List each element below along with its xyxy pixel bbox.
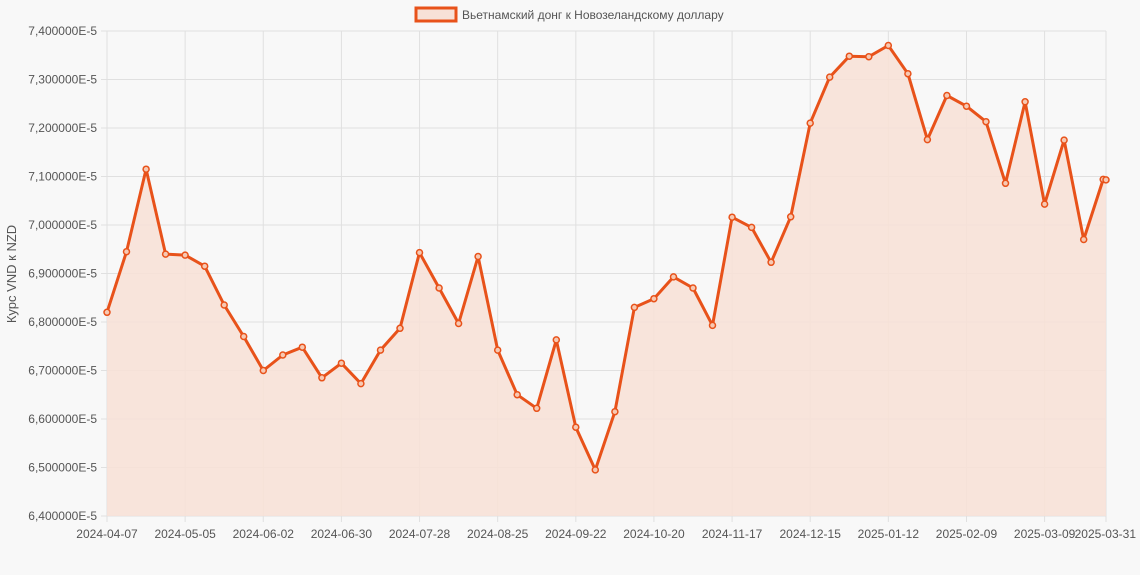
data-point[interactable] <box>454 319 463 328</box>
x-tick-label: 2025-03-31 <box>1075 527 1137 541</box>
data-points <box>103 41 1110 474</box>
data-point[interactable] <box>689 284 697 292</box>
y-tick-label: 6,700000E-5 <box>28 364 97 378</box>
y-axis-label: Курс VND к NZD <box>4 225 19 323</box>
legend[interactable]: Вьетнамский донг к Новозеландскому долла… <box>414 6 724 23</box>
data-point[interactable] <box>845 52 854 60</box>
x-tick-label: 2024-05-05 <box>154 527 216 541</box>
x-tick-label: 2024-04-07 <box>76 527 138 541</box>
y-axis-ticks: 7,400000E-5 7,300000E-5 7,200000E-5 7,10000… <box>28 24 97 523</box>
data-point[interactable] <box>337 359 346 367</box>
y-tick-label: 6,400000E-5 <box>28 509 97 523</box>
data-point[interactable] <box>904 69 912 78</box>
x-axis-ticks: 2024-04-07 2024-05-05 2024-06-02 2024-06-30… <box>76 527 1136 541</box>
data-point[interactable] <box>239 332 248 341</box>
legend-label[interactable]: Вьетнамский донг к Новозеландскому долла… <box>462 8 724 22</box>
data-point[interactable] <box>1079 235 1088 244</box>
data-point[interactable] <box>786 213 795 221</box>
data-point[interactable] <box>728 213 736 221</box>
data-point[interactable] <box>669 273 678 281</box>
data-point[interactable] <box>630 303 639 312</box>
data-point[interactable] <box>884 41 893 50</box>
data-point[interactable] <box>1040 200 1049 208</box>
data-point[interactable] <box>982 117 990 126</box>
x-tick-label: 2025-01-12 <box>858 527 920 541</box>
data-point[interactable] <box>767 258 775 267</box>
x-tick-label: 2024-10-20 <box>623 527 685 541</box>
data-point[interactable] <box>435 284 443 292</box>
data-point[interactable] <box>806 119 814 127</box>
data-point[interactable] <box>962 102 971 110</box>
x-tick-label: 2024-07-28 <box>389 527 451 541</box>
data-point[interactable] <box>415 248 424 257</box>
data-point[interactable] <box>493 346 502 354</box>
y-tick-label: 7,100000E-5 <box>28 170 97 184</box>
x-tick-label: 2024-11-17 <box>702 527 763 541</box>
data-point[interactable] <box>1001 179 1010 188</box>
data-point[interactable] <box>1102 176 1110 184</box>
data-point[interactable] <box>357 379 365 388</box>
data-point[interactable] <box>513 390 521 399</box>
data-point[interactable] <box>474 252 482 261</box>
y-tick-label: 6,500000E-5 <box>28 461 97 475</box>
x-tick-label: 2024-09-22 <box>545 527 607 541</box>
data-point[interactable] <box>181 251 189 259</box>
data-point[interactable] <box>200 262 209 270</box>
x-tick-label: 2024-06-30 <box>311 527 373 541</box>
data-point[interactable] <box>572 423 580 431</box>
data-point[interactable] <box>220 301 228 309</box>
data-point[interactable] <box>142 165 150 173</box>
data-point[interactable] <box>298 343 307 351</box>
x-tick-label: 2025-02-09 <box>936 527 998 541</box>
data-point[interactable] <box>1021 98 1029 106</box>
x-tick-label: 2024-06-02 <box>233 527 295 541</box>
y-tick-label: 6,800000E-5 <box>28 315 97 329</box>
data-point[interactable] <box>103 308 111 317</box>
data-point[interactable] <box>318 374 326 382</box>
data-point[interactable] <box>1060 136 1068 144</box>
data-point[interactable] <box>708 321 717 330</box>
data-point[interactable] <box>396 324 404 333</box>
data-point[interactable] <box>923 135 932 144</box>
data-point[interactable] <box>747 223 756 232</box>
data-point[interactable] <box>259 366 268 375</box>
legend-swatch[interactable] <box>414 6 458 23</box>
data-point[interactable] <box>376 346 385 354</box>
series-area <box>107 45 1106 516</box>
y-tick-label: 7,400000E-5 <box>28 24 97 38</box>
y-tick-label: 7,200000E-5 <box>28 121 97 135</box>
x-tick-label: 2025-03-09 <box>1014 527 1076 541</box>
data-point[interactable] <box>532 404 541 413</box>
data-point[interactable] <box>611 407 619 416</box>
data-point[interactable] <box>943 91 951 100</box>
data-point[interactable] <box>161 250 170 258</box>
data-point[interactable] <box>591 466 600 474</box>
data-point[interactable] <box>865 52 873 61</box>
data-point[interactable] <box>279 351 287 359</box>
data-point[interactable] <box>552 336 561 344</box>
data-point[interactable] <box>122 247 131 256</box>
data-point[interactable] <box>650 294 658 303</box>
x-tick-label: 2024-12-15 <box>780 527 842 541</box>
x-tick-label: 2024-08-25 <box>467 527 529 541</box>
data-point[interactable] <box>825 73 834 81</box>
y-tick-label: 7,000000E-5 <box>28 218 97 232</box>
area-fill <box>107 45 1106 516</box>
y-tick-label: 6,900000E-5 <box>28 267 97 281</box>
y-tick-label: 6,600000E-5 <box>28 412 97 426</box>
y-tick-label: 7,300000E-5 <box>28 73 97 87</box>
